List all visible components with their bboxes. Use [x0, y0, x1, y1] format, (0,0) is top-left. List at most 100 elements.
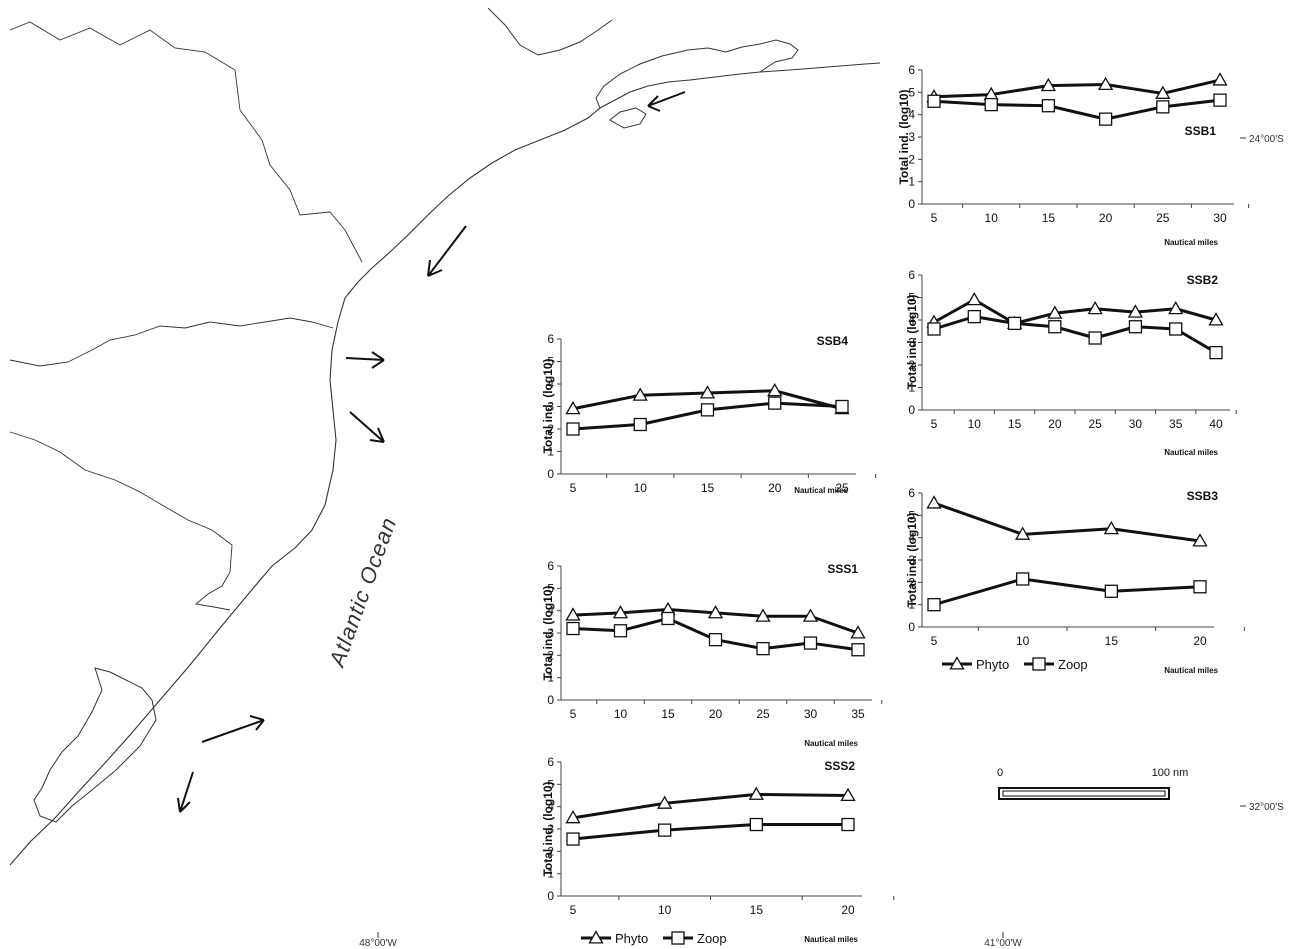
x-tick-label: 15: [1042, 211, 1056, 225]
series-line-zoop: [572, 823, 848, 841]
data-point-phyto: [840, 787, 856, 802]
y-tick-label: 5: [908, 291, 915, 305]
y-tick-label: 5: [547, 581, 554, 595]
chart-sss1: 0 1 2 3 4 5 6 5 10 15 20 25 30 35 SSS1 Nautical miles To…: [541, 559, 883, 748]
x-tick-label: 20: [1099, 211, 1113, 225]
north-coast-outline: [487, 7, 613, 56]
y-tick-label: 6: [547, 332, 554, 346]
data-point-zoop: [566, 422, 580, 436]
x-tick-label: 25: [835, 481, 849, 495]
y-tick-label: 1: [547, 867, 554, 881]
x-axis-label: Nautical miles: [1164, 238, 1218, 247]
coastline: [9, 62, 881, 866]
chart-title: SSB2: [1187, 273, 1219, 287]
data-point-phyto: [1015, 526, 1031, 540]
x-tick-label: 35: [851, 707, 865, 721]
y-tick-label: 1: [547, 445, 554, 459]
data-point-zoop: [927, 598, 941, 612]
island-outline: [609, 107, 647, 129]
y-tick-label: 1: [908, 175, 915, 189]
data-point-phyto: [1097, 76, 1114, 91]
arrow-north-icon: [647, 91, 686, 112]
x-tick-label: 10: [1016, 634, 1030, 648]
arrow-east-icon: [345, 351, 385, 369]
data-point-zoop: [768, 396, 782, 410]
x-tick-label: 15: [1105, 634, 1119, 648]
data-point-zoop: [756, 641, 770, 656]
legend-label-phyto: Phyto: [976, 657, 1009, 672]
x-tick-label: 5: [570, 481, 577, 495]
x-tick-label: 15: [661, 707, 675, 721]
coastline-map: Atlantic Ocean: [9, 7, 881, 866]
data-point-phyto: [802, 608, 819, 622]
data-point-zoop: [1098, 112, 1113, 126]
series-line-phyto: [933, 298, 1217, 325]
data-point-phyto: [1155, 85, 1171, 99]
data-point-zoop: [1193, 580, 1207, 594]
legend-label-phyto: Phyto: [615, 931, 648, 946]
x-tick-label: 30: [1129, 417, 1143, 431]
arrow-southeast-icon: [349, 411, 385, 443]
chart-ssb2: 0 1 2 3 4 5 6 5 10 15 20 25 30 35 40 SSB2 Nautical miles…: [905, 268, 1237, 457]
x-tick-label: 10: [634, 481, 648, 495]
data-point-zoop: [841, 817, 855, 832]
data-point-zoop: [1041, 99, 1056, 113]
x-axis-label: Nautical miles: [794, 486, 848, 495]
y-axis-label: Total ind. (log10): [897, 89, 911, 184]
data-point-phyto: [748, 786, 764, 800]
lon-left-label: 48°00'W: [359, 938, 397, 949]
x-tick-label: 30: [804, 707, 818, 721]
data-point-zoop: [927, 322, 941, 336]
y-axis-label: Total ind. (log10): [541, 358, 555, 453]
x-axis-label: Nautical miles: [1164, 666, 1218, 675]
data-point-zoop: [803, 636, 818, 650]
x-tick-label: 35: [1169, 417, 1183, 431]
arrow-northeast-icon: [201, 715, 265, 743]
data-point-phyto: [1047, 305, 1063, 319]
data-point-zoop: [1128, 320, 1143, 334]
data-point-zoop: [1007, 316, 1022, 331]
x-tick-label: 25: [756, 707, 770, 721]
arrow-south-icon: [177, 771, 194, 813]
series-line-zoop: [933, 315, 1217, 354]
y-tick-label: 1: [908, 598, 915, 612]
y-tick-label: 5: [547, 777, 554, 791]
y-tick-label: 3: [547, 626, 554, 640]
y-tick-label: 5: [547, 355, 554, 369]
y-tick-label: 4: [547, 377, 554, 391]
boundary-2: [9, 317, 334, 367]
series-line-phyto: [933, 78, 1221, 99]
chart-title: SSS2: [824, 759, 855, 773]
data-point-zoop: [1016, 572, 1030, 586]
data-point-zoop: [1048, 320, 1062, 334]
scale-bar-start: 0: [997, 767, 1003, 779]
data-point-phyto: [707, 605, 724, 619]
x-axis-label: Nautical miles: [804, 739, 858, 748]
data-point-phyto: [966, 291, 982, 306]
data-point-phyto: [926, 495, 942, 509]
x-tick-label: 20: [768, 481, 782, 495]
chart-title: SSS1: [827, 562, 858, 576]
data-point-zoop: [984, 97, 998, 112]
y-tick-label: 6: [908, 63, 915, 77]
data-point-phyto: [1087, 300, 1103, 315]
data-point-phyto: [1127, 304, 1144, 318]
x-tick-label: 10: [968, 417, 982, 431]
data-point-zoop: [708, 633, 723, 647]
data-point-zoop: [700, 403, 715, 417]
lat-top-label: 24°00'S: [1249, 134, 1284, 145]
y-tick-label: 1: [547, 671, 554, 685]
x-tick-label: 10: [614, 707, 628, 721]
data-point-zoop: [749, 817, 763, 832]
x-tick-label: 10: [985, 211, 999, 225]
x-tick-label: 25: [1088, 417, 1102, 431]
data-point-zoop: [967, 309, 981, 324]
y-axis-label: Total ind. (log10): [905, 294, 919, 389]
y-tick-label: 6: [547, 559, 554, 573]
current-arrows: [177, 91, 686, 813]
series-line-phyto: [572, 792, 849, 820]
chart-title: SSB1: [1185, 124, 1217, 138]
legend-label-zoop: Zoop: [1058, 657, 1088, 672]
data-point-phyto: [767, 382, 783, 397]
